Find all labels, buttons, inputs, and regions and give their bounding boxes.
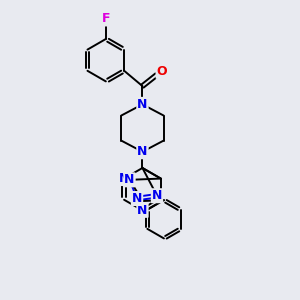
Text: N: N	[124, 173, 135, 186]
Text: N: N	[137, 98, 148, 111]
Text: N: N	[152, 189, 162, 202]
Text: N: N	[119, 172, 129, 185]
Text: N: N	[132, 192, 142, 205]
Text: O: O	[157, 65, 167, 78]
Text: N: N	[137, 145, 148, 158]
Text: N: N	[137, 204, 148, 217]
Text: F: F	[102, 13, 110, 26]
